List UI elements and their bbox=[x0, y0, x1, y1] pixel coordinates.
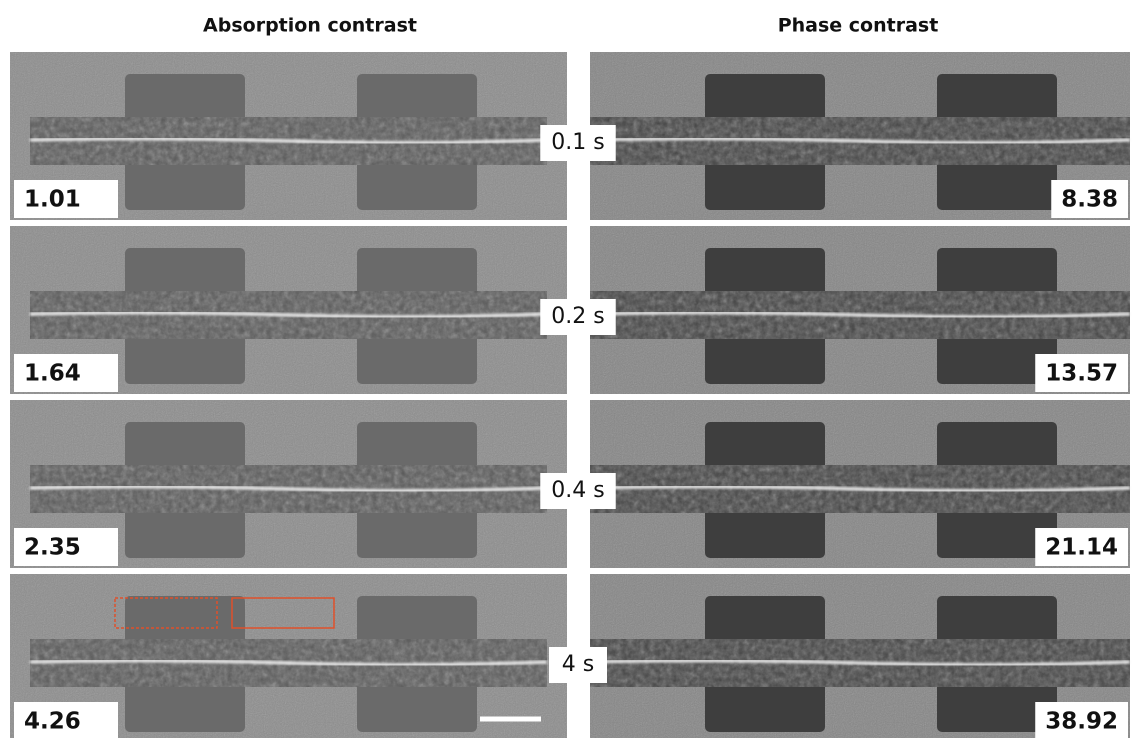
figure-row: 4.26 38.92 4 s bbox=[10, 574, 1131, 738]
figure-row: 1.01 8.38 0.1 s bbox=[10, 52, 1131, 220]
absorption-value: 1.64 bbox=[24, 361, 81, 387]
time-box bbox=[549, 647, 607, 683]
column-title: Phase contrast bbox=[778, 15, 939, 37]
bright-line bbox=[589, 311, 1131, 319]
time-box bbox=[540, 473, 616, 509]
value-box bbox=[1035, 528, 1128, 566]
value-box bbox=[1051, 180, 1128, 218]
time-box bbox=[540, 299, 616, 335]
value-box bbox=[14, 528, 118, 566]
value-box bbox=[14, 354, 118, 392]
exposure-time: 0.4 s bbox=[551, 478, 604, 503]
figure-row: 1.64 13.57 0.2 s bbox=[10, 226, 1131, 394]
exposure-time: 0.2 s bbox=[551, 304, 604, 329]
phase-value: 8.38 bbox=[1061, 187, 1118, 213]
value-box bbox=[14, 180, 118, 218]
absorption-value: 2.35 bbox=[24, 535, 81, 561]
bright-line bbox=[589, 485, 1131, 493]
roi-box bbox=[231, 597, 335, 629]
bright-line bbox=[29, 311, 548, 319]
value-box bbox=[14, 702, 118, 738]
bright-line bbox=[29, 485, 548, 493]
bright-line bbox=[29, 659, 548, 667]
bright-line bbox=[589, 137, 1131, 145]
phase-value: 13.57 bbox=[1045, 361, 1118, 387]
column-title: Absorption contrast bbox=[203, 15, 417, 37]
bright-line bbox=[589, 659, 1131, 667]
phase-value: 21.14 bbox=[1045, 535, 1118, 561]
bright-line bbox=[29, 137, 548, 145]
figure-row: 2.35 21.14 0.4 s bbox=[10, 400, 1131, 568]
exposure-time: 0.1 s bbox=[551, 130, 604, 155]
value-box bbox=[1035, 354, 1128, 392]
phase-value: 38.92 bbox=[1045, 709, 1118, 735]
exposure-time: 4 s bbox=[562, 652, 594, 677]
absorption-value: 4.26 bbox=[24, 709, 81, 735]
absorption-value: 1.01 bbox=[24, 187, 81, 213]
roi-box bbox=[114, 597, 218, 629]
value-box bbox=[1035, 702, 1128, 738]
time-box bbox=[540, 125, 616, 161]
